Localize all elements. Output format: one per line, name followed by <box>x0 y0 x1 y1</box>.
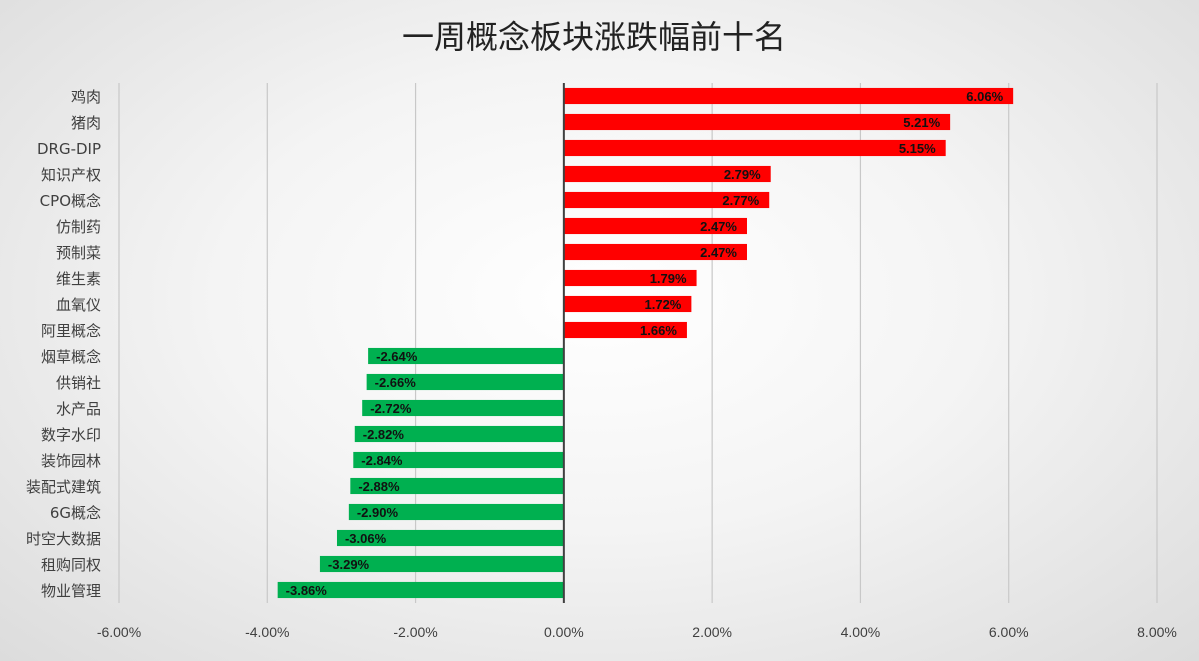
category-label: 血氧仪 <box>56 296 101 314</box>
bar <box>563 321 687 339</box>
bar <box>368 347 564 365</box>
bar <box>348 503 564 521</box>
x-tick-label: 6.00% <box>989 624 1029 640</box>
bar <box>563 191 770 209</box>
data-label: 1.79% <box>650 271 687 286</box>
x-tick-label: -6.00% <box>97 624 141 640</box>
data-label: -2.90% <box>357 505 399 520</box>
data-label: 2.79% <box>724 167 761 182</box>
x-tick-labels: -6.00% -4.00% -2.00% 0.00% 2.00% 4.00% 6.00% 8.… <box>97 624 1177 640</box>
category-label: 6G概念 <box>50 504 101 522</box>
bar <box>563 269 697 287</box>
category-label: 装饰园林 <box>41 452 101 470</box>
category-label: 烟草概念 <box>41 348 101 366</box>
category-label: 仿制药 <box>56 218 101 236</box>
category-label: 租购同权 <box>41 556 101 574</box>
data-label: 1.66% <box>640 323 677 338</box>
bar <box>563 139 946 157</box>
data-label: 2.77% <box>722 193 759 208</box>
x-tick-label: 2.00% <box>692 624 732 640</box>
bar <box>563 217 747 235</box>
bar <box>563 113 951 131</box>
data-label: 2.47% <box>700 219 737 234</box>
data-label: 1.72% <box>645 297 682 312</box>
data-label: -2.82% <box>363 427 405 442</box>
bar <box>354 425 564 443</box>
category-label: 物业管理 <box>41 582 101 600</box>
category-label: 预制菜 <box>56 244 101 262</box>
data-label: -3.86% <box>286 583 328 598</box>
data-label: 5.21% <box>903 115 940 130</box>
category-label: DRG-DIP <box>37 140 101 158</box>
chart-title: 一周概念板块涨跌幅前十名 <box>402 18 786 56</box>
gridlines <box>118 83 1158 603</box>
data-label: 5.15% <box>899 141 936 156</box>
bar <box>366 373 564 391</box>
x-tick-label: -2.00% <box>393 624 437 640</box>
data-label: -2.72% <box>370 401 412 416</box>
data-label: -3.06% <box>345 531 387 546</box>
category-label: 鸡肉 <box>71 88 101 106</box>
data-label: -3.29% <box>328 557 370 572</box>
data-label: -2.88% <box>358 479 400 494</box>
bar <box>563 295 692 313</box>
bar <box>277 581 564 599</box>
bar <box>336 529 564 547</box>
bar <box>353 451 564 469</box>
category-label: 猪肉 <box>71 114 101 132</box>
category-label: 数字水印 <box>41 426 101 444</box>
bar <box>319 555 564 573</box>
x-tick-label: 8.00% <box>1137 624 1177 640</box>
x-tick-label: 0.00% <box>544 624 584 640</box>
bar <box>563 243 747 261</box>
data-label: -2.64% <box>376 349 418 364</box>
bar <box>563 87 1014 105</box>
category-label: 水产品 <box>56 400 101 418</box>
x-tick-label: -4.00% <box>245 624 289 640</box>
data-label: -2.66% <box>375 375 417 390</box>
category-label: 时空大数据 <box>26 530 101 548</box>
category-label: 供销社 <box>56 374 101 392</box>
category-label: 维生素 <box>56 270 101 288</box>
category-label: 知识产权 <box>41 166 101 184</box>
category-label: 装配式建筑 <box>26 478 101 496</box>
bar <box>563 165 771 183</box>
bar <box>362 399 564 417</box>
data-label: -2.84% <box>361 453 403 468</box>
x-tick-label: 4.00% <box>841 624 881 640</box>
data-label: 6.06% <box>966 89 1003 104</box>
data-labels: 6.06% 5.21% 5.15% 2.79% 2.77% 2.47% 2.47% 1.79%… <box>286 89 1004 598</box>
bar <box>350 477 564 495</box>
category-label: CPO概念 <box>40 192 101 210</box>
bars <box>277 87 1014 599</box>
data-label: 2.47% <box>700 245 737 260</box>
category-label: 阿里概念 <box>41 322 101 340</box>
